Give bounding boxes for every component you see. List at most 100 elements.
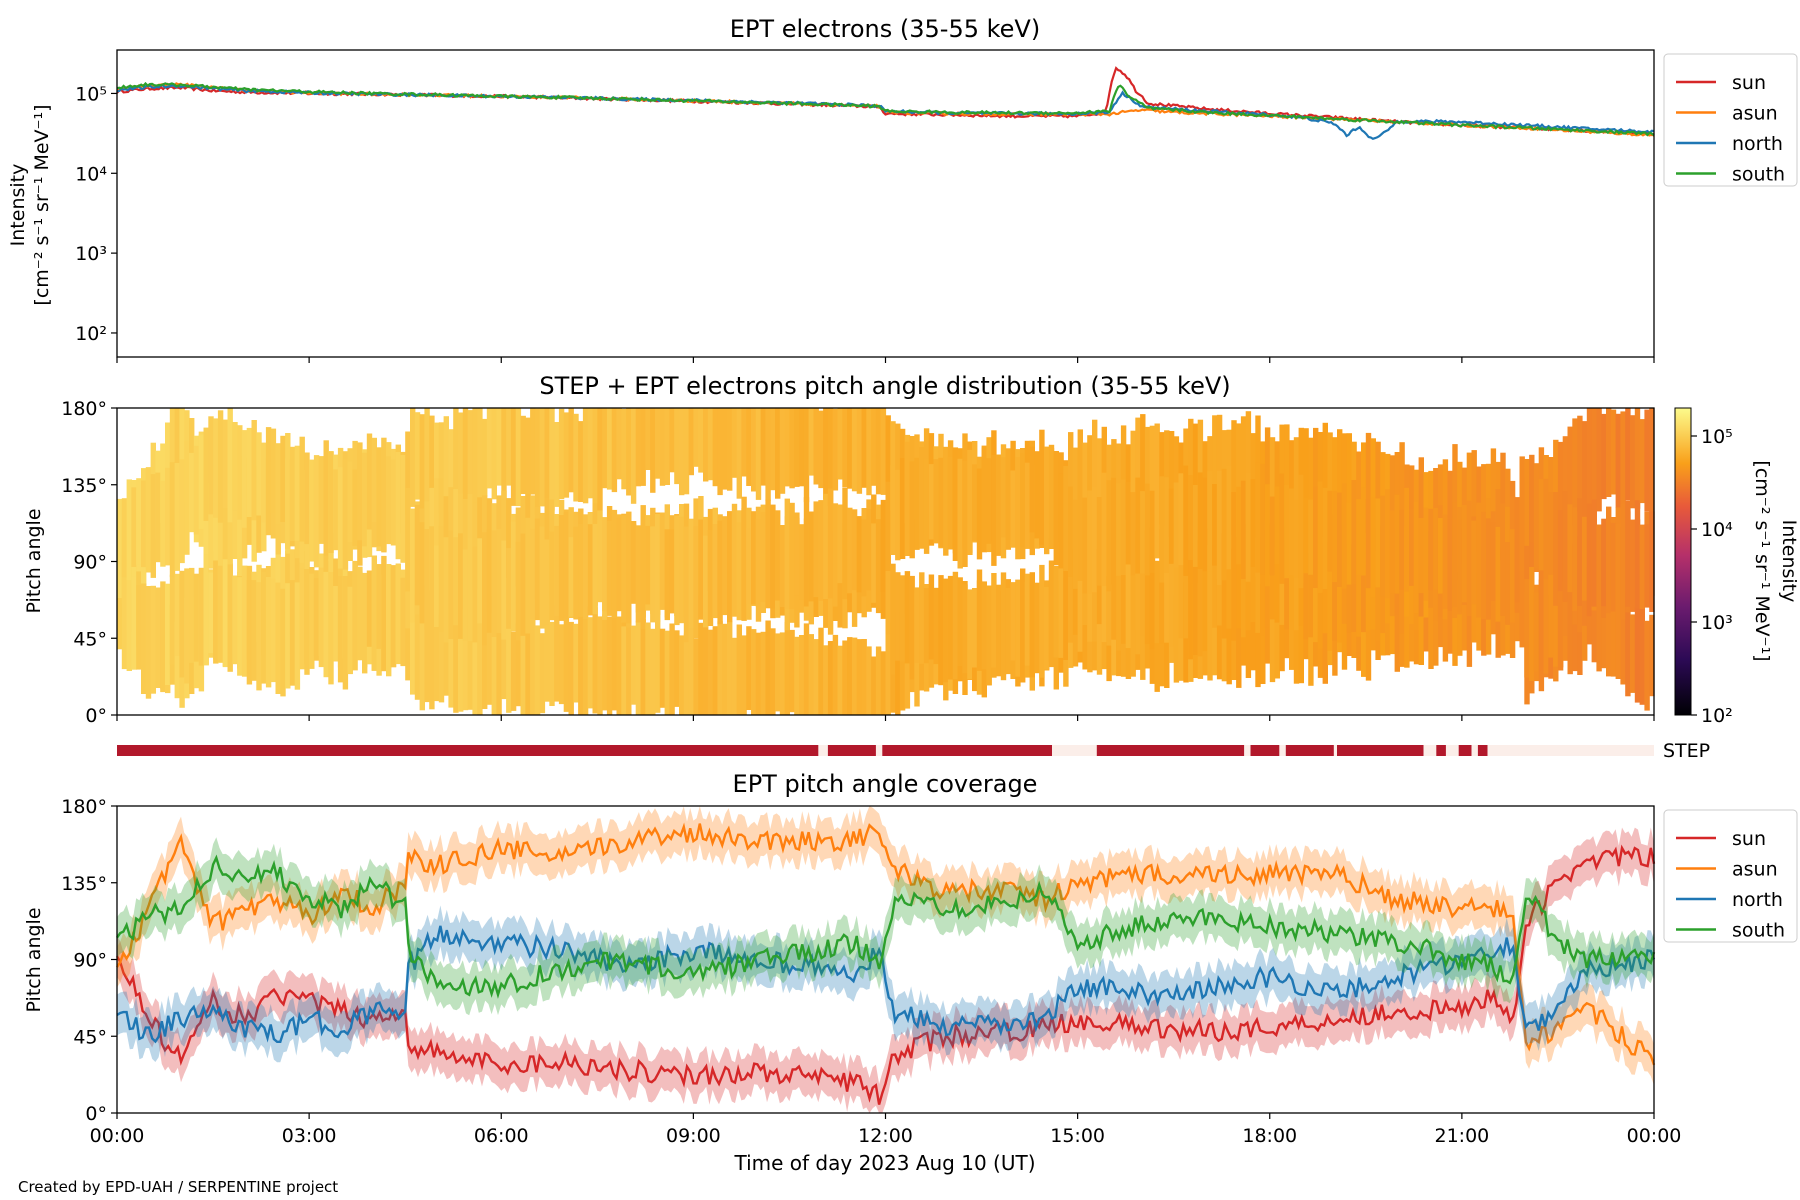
heatmap-cell — [1087, 490, 1093, 595]
heatmap-cell — [731, 637, 738, 715]
heatmap-cell — [520, 415, 526, 494]
heatmap-cell — [717, 520, 723, 625]
heatmap-cell — [337, 576, 344, 683]
y-tick-label: 180° — [61, 796, 107, 818]
heatmap-cell — [448, 530, 454, 639]
heatmap-cell — [544, 539, 550, 626]
heatmap-cell — [1274, 441, 1280, 524]
heatmap-cell — [1212, 545, 1218, 628]
heatmap-cell — [1207, 545, 1213, 623]
heatmap-cell — [222, 475, 229, 581]
heatmap-cell — [1351, 441, 1357, 518]
heatmap-cell — [967, 589, 973, 679]
heatmap-cell — [606, 408, 613, 490]
heatmap-cell — [539, 633, 546, 714]
heatmap-cell — [544, 619, 550, 702]
heatmap-cell — [1101, 472, 1107, 587]
heatmap-cell — [563, 512, 570, 619]
heatmap-cell — [1168, 431, 1175, 537]
heatmap-cell — [462, 609, 469, 711]
heatmap-cell — [1015, 579, 1021, 677]
heatmap-cell — [751, 408, 757, 492]
step-active-interval — [1458, 745, 1472, 756]
heatmap-cell — [1192, 423, 1199, 513]
heatmap-cell — [232, 422, 238, 511]
heatmap-cell — [1269, 437, 1276, 525]
heatmap-cell — [1380, 495, 1386, 597]
heatmap-cell — [1058, 473, 1064, 569]
heatmap-cell — [1557, 441, 1564, 528]
heatmap-cell — [549, 531, 555, 621]
heatmap-cell — [563, 605, 570, 712]
heatmap-cell — [1625, 500, 1631, 607]
heatmap-cell — [832, 408, 839, 491]
heatmap-cell — [165, 583, 171, 685]
heatmap-cell — [640, 619, 646, 715]
heatmap-cell — [227, 408, 233, 523]
heatmap-cell — [477, 408, 483, 516]
heatmap-cell — [679, 408, 685, 496]
heatmap-cell — [1385, 489, 1391, 599]
heatmap-cell — [1245, 472, 1252, 582]
heatmap-cell — [1289, 532, 1295, 622]
heatmap-cell — [1063, 556, 1069, 660]
heatmap-cell — [347, 586, 353, 674]
step-active-interval — [1436, 745, 1446, 756]
heatmap-cell — [1452, 502, 1458, 608]
heatmap-cell — [1615, 413, 1621, 509]
heatmap-cell — [1457, 519, 1463, 613]
y-tick-label: 10⁵ — [75, 83, 107, 105]
heatmap-cell — [698, 622, 704, 715]
heatmap-cell — [342, 459, 349, 570]
heatmap-cell — [746, 626, 752, 710]
heatmap-cell — [1303, 539, 1309, 640]
heatmap-cell — [501, 408, 507, 503]
heatmap-cell — [217, 565, 224, 662]
heatmap-cell — [1356, 555, 1362, 637]
heatmap-cell — [1399, 509, 1405, 590]
heatmap-cell — [943, 446, 949, 556]
heatmap-cell — [318, 567, 325, 668]
heatmap-cell — [789, 408, 795, 489]
heatmap-cell — [1442, 514, 1449, 609]
heatmap-cell — [414, 412, 421, 500]
heatmap-cell — [501, 540, 507, 640]
heatmap-cell — [899, 575, 906, 662]
heatmap-cell — [184, 440, 190, 555]
heatmap-cell — [856, 516, 863, 593]
heatmap-cell — [1082, 442, 1088, 539]
heatmap-cell — [1106, 541, 1112, 646]
heatmap-cell — [770, 628, 776, 715]
heatmap-cell — [410, 599, 416, 695]
heatmap-cell — [621, 515, 627, 623]
panel3-title: EPT pitch angle coverage — [733, 770, 1038, 798]
panel1-marks — [116, 66, 1655, 141]
heatmap-cell — [722, 623, 728, 715]
heatmap-cell — [405, 597, 411, 681]
heatmap-cell — [438, 422, 445, 514]
heatmap-cell — [169, 408, 176, 504]
heatmap-cell — [414, 504, 421, 606]
heatmap-cell — [174, 573, 180, 656]
heatmap-cell — [991, 455, 997, 566]
heatmap-cell — [395, 564, 401, 665]
heatmap-cell — [261, 442, 267, 523]
heatmap-cell — [1044, 446, 1050, 555]
heatmap-cell — [731, 503, 738, 617]
heatmap-cell — [1322, 487, 1328, 590]
heatmap-cell — [1313, 553, 1319, 643]
heatmap-cell — [381, 437, 387, 552]
heatmap-cell — [1087, 435, 1093, 542]
heatmap-cell — [1509, 529, 1516, 623]
legend-label-south: south — [1732, 164, 1785, 186]
heatmap-cell — [1461, 505, 1468, 603]
panel3-marks — [115, 806, 1656, 1113]
heatmap-cell — [1557, 568, 1564, 668]
panel3-legend: sun asun north south — [1663, 809, 1798, 943]
heatmap-cell — [1577, 415, 1583, 512]
heatmap-cell — [534, 625, 541, 715]
heatmap-cell — [1337, 429, 1343, 535]
heatmap-cell — [1154, 482, 1160, 559]
heatmap-cell — [1519, 456, 1525, 571]
heatmap-cell — [1591, 408, 1597, 513]
